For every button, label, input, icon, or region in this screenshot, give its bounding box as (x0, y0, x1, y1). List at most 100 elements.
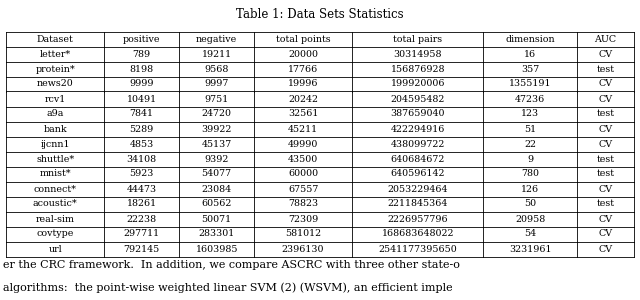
Text: news20: news20 (37, 80, 74, 88)
Text: 54077: 54077 (202, 169, 232, 178)
Text: 32561: 32561 (288, 110, 318, 118)
Text: 2226957796: 2226957796 (387, 214, 448, 224)
Text: 581012: 581012 (285, 230, 321, 238)
Text: 51: 51 (524, 124, 536, 134)
Text: Dataset: Dataset (37, 34, 74, 43)
Text: 7841: 7841 (130, 110, 154, 118)
Text: protein*: protein* (35, 64, 75, 74)
Text: 2053229464: 2053229464 (387, 184, 448, 194)
Text: CV: CV (598, 94, 612, 103)
Text: er the CRC framework.  In addition, we compare ASCRC with three other state-o: er the CRC framework. In addition, we co… (3, 260, 460, 269)
Text: 780: 780 (522, 169, 540, 178)
Text: 60562: 60562 (202, 200, 232, 208)
Text: 45211: 45211 (288, 124, 318, 134)
Text: CV: CV (598, 140, 612, 148)
Text: total pairs: total pairs (393, 34, 442, 43)
Text: 199920006: 199920006 (390, 80, 445, 88)
Text: 297711: 297711 (124, 230, 159, 238)
Text: 5289: 5289 (129, 124, 154, 134)
Text: 39922: 39922 (202, 124, 232, 134)
Text: bank: bank (44, 124, 67, 134)
Text: 45137: 45137 (202, 140, 232, 148)
Text: 78823: 78823 (288, 200, 318, 208)
Text: 156876928: 156876928 (390, 64, 445, 74)
Text: AUC: AUC (595, 34, 616, 43)
Text: 2396130: 2396130 (282, 244, 324, 253)
Text: 2541177395650: 2541177395650 (378, 244, 457, 253)
Text: 43500: 43500 (288, 154, 318, 164)
Text: 9997: 9997 (205, 80, 229, 88)
Text: 10491: 10491 (127, 94, 157, 103)
Text: covtype: covtype (36, 230, 74, 238)
Text: 4853: 4853 (129, 140, 154, 148)
Text: 22: 22 (524, 140, 536, 148)
Text: rcv1: rcv1 (45, 94, 66, 103)
Text: a9a: a9a (47, 110, 64, 118)
Text: test: test (596, 154, 614, 164)
Text: 34108: 34108 (127, 154, 157, 164)
Text: 789: 789 (132, 50, 150, 58)
Text: 50: 50 (524, 200, 536, 208)
Text: 9: 9 (527, 154, 533, 164)
Text: 20958: 20958 (515, 214, 545, 224)
Text: 18261: 18261 (127, 200, 157, 208)
Text: 17766: 17766 (288, 64, 318, 74)
Text: CV: CV (598, 124, 612, 134)
Text: acoustic*: acoustic* (33, 200, 77, 208)
Text: 22238: 22238 (127, 214, 157, 224)
Text: 5923: 5923 (129, 169, 154, 178)
Text: 438099722: 438099722 (390, 140, 445, 148)
Text: CV: CV (598, 214, 612, 224)
Text: ijcnn1: ijcnn1 (40, 140, 70, 148)
Text: 2211845364: 2211845364 (387, 200, 448, 208)
Text: 1603985: 1603985 (195, 244, 238, 253)
Text: 67557: 67557 (288, 184, 318, 194)
Text: total points: total points (276, 34, 330, 43)
Text: 422294916: 422294916 (390, 124, 445, 134)
Text: connect*: connect* (34, 184, 77, 194)
Text: 168683648022: 168683648022 (381, 230, 454, 238)
Text: 47236: 47236 (515, 94, 545, 103)
Text: 16: 16 (524, 50, 536, 58)
Text: 23084: 23084 (202, 184, 232, 194)
Text: 792145: 792145 (124, 244, 160, 253)
Text: 20242: 20242 (288, 94, 318, 103)
Text: 126: 126 (521, 184, 540, 194)
Text: 3231961: 3231961 (509, 244, 552, 253)
Text: 640684672: 640684672 (390, 154, 445, 164)
Text: algorithms:  the point-wise weighted linear SVM (2) (WSVM), an efficient imple: algorithms: the point-wise weighted line… (3, 282, 453, 292)
Text: 123: 123 (521, 110, 540, 118)
Text: test: test (596, 200, 614, 208)
Text: url: url (49, 244, 62, 253)
Text: 49990: 49990 (288, 140, 318, 148)
Text: 9568: 9568 (205, 64, 229, 74)
Text: test: test (596, 169, 614, 178)
Text: CV: CV (598, 230, 612, 238)
Text: dimension: dimension (506, 34, 555, 43)
Text: 357: 357 (521, 64, 540, 74)
Text: 9999: 9999 (129, 80, 154, 88)
Text: test: test (596, 64, 614, 74)
Text: 8198: 8198 (129, 64, 154, 74)
Text: 9751: 9751 (205, 94, 229, 103)
Text: test: test (596, 110, 614, 118)
Text: 54: 54 (524, 230, 536, 238)
Text: real-sim: real-sim (36, 214, 75, 224)
Text: 30314958: 30314958 (394, 50, 442, 58)
Text: CV: CV (598, 184, 612, 194)
Text: 44473: 44473 (127, 184, 157, 194)
Text: Table 1: Data Sets Statistics: Table 1: Data Sets Statistics (236, 8, 404, 20)
Text: CV: CV (598, 80, 612, 88)
Text: 50071: 50071 (202, 214, 232, 224)
Text: 60000: 60000 (288, 169, 318, 178)
Text: mnist*: mnist* (40, 169, 71, 178)
Text: shuttle*: shuttle* (36, 154, 74, 164)
Text: 640596142: 640596142 (390, 169, 445, 178)
Text: 72309: 72309 (288, 214, 318, 224)
Text: 9392: 9392 (205, 154, 229, 164)
Text: negative: negative (196, 34, 237, 43)
Text: CV: CV (598, 50, 612, 58)
Text: positive: positive (123, 34, 161, 43)
Text: 20000: 20000 (288, 50, 318, 58)
Text: 1355191: 1355191 (509, 80, 552, 88)
